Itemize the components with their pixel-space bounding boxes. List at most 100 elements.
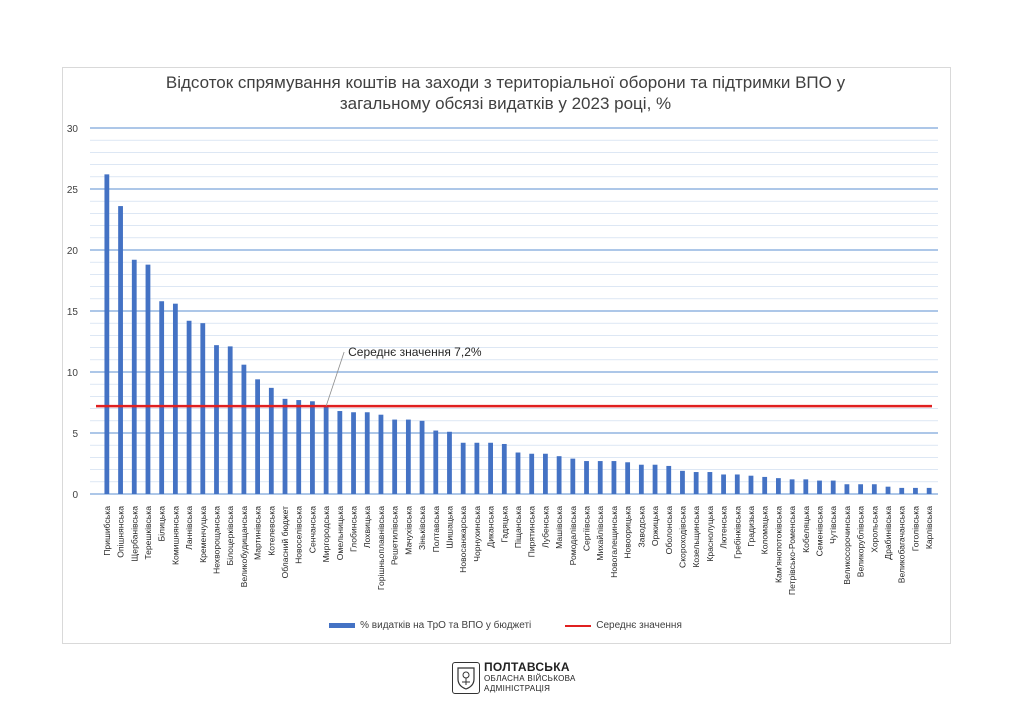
x-tick-label: Заводська	[636, 506, 646, 548]
legend-swatch-bars	[329, 623, 356, 628]
bar	[405, 419, 411, 494]
x-tick-label: Кременчуцька	[198, 506, 208, 563]
bar	[172, 303, 178, 494]
x-tick-label: Гадяцька	[499, 506, 509, 543]
x-tick-label: Гребінківська	[732, 506, 742, 559]
bar	[474, 442, 480, 494]
bar	[460, 442, 466, 494]
bar	[310, 401, 315, 494]
x-tick-label: Великобагачанська	[897, 506, 907, 583]
bar	[364, 412, 370, 494]
y-tick-label: 5	[72, 429, 78, 440]
bar	[227, 346, 233, 494]
poltava-administration-logo: ПОЛТАВСЬКА ОБЛАСНА ВІЙСЬКОВА АДМІНІСТРАЦ…	[452, 661, 576, 694]
bar	[803, 479, 809, 494]
legend-label-bars: % видатків на ТрО та ВПО у бюджеті	[360, 620, 532, 631]
x-tick-label: Чорнухинська	[472, 506, 482, 562]
legend-item-bars: % видатків на ТрО та ВПО у бюджеті	[329, 620, 531, 631]
legend-label-average: Середнє значення	[596, 620, 682, 631]
chart-legend: % видатків на ТрО та ВПО у бюджеті Серед…	[62, 620, 949, 631]
annotation-leader	[325, 351, 345, 407]
x-tick-label: Новогалещинська	[609, 506, 619, 578]
x-tick-label: Пирятинська	[527, 506, 537, 558]
bar	[145, 264, 151, 494]
x-tick-label: Машівська	[554, 506, 564, 549]
x-tick-label: Мачухівська	[403, 506, 413, 555]
bar	[392, 419, 398, 494]
logo-main-text: ПОЛТАВСЬКА	[484, 660, 570, 674]
bar	[693, 472, 699, 494]
x-tick-label: Опішнянська	[116, 506, 126, 558]
legend-item-average: Середнє значення	[565, 620, 682, 631]
bar	[488, 442, 493, 494]
bar	[255, 379, 261, 494]
coat-of-arms-icon	[452, 661, 480, 694]
bar	[721, 474, 726, 494]
bar	[104, 174, 110, 495]
bar	[680, 470, 685, 494]
bar	[323, 406, 329, 494]
bar	[871, 484, 877, 494]
y-tick-label: 30	[67, 124, 79, 135]
x-tick-label: Гоголівська	[910, 506, 920, 552]
chart-title-line-2: загальному обсязі видатків у 2023 році, …	[339, 94, 672, 113]
bar	[748, 475, 754, 494]
logo-sub-text-1: ОБЛАСНА ВІЙСЬКОВА	[484, 674, 576, 683]
x-tick-label: Краснолуцька	[705, 506, 715, 562]
bar	[118, 206, 123, 494]
x-tick-label: Пришибська	[102, 506, 112, 556]
bar	[611, 461, 617, 494]
x-tick-label: Лубенська	[540, 506, 550, 548]
average-annotation: Середнє значення 7,2%	[348, 345, 482, 359]
x-tick-label: Петрівсько-Роменська	[787, 506, 797, 595]
x-tick-label: Горішньоплавнівська	[376, 506, 386, 590]
bar	[899, 487, 905, 494]
bar	[570, 458, 576, 494]
bar	[885, 486, 891, 494]
x-tick-label: Обласний бюджет	[280, 506, 290, 578]
x-tick-label: Великобудищанська	[239, 506, 249, 588]
x-tick-label: Семенівська	[815, 506, 825, 557]
bar	[131, 259, 137, 494]
bar	[515, 452, 521, 494]
bar	[501, 443, 507, 494]
x-tick-label: Лохвицька	[362, 506, 372, 548]
chart-title: Відсоток спрямування коштів на заходи з …	[62, 72, 949, 114]
x-tick-label: Оболонська	[664, 506, 674, 555]
x-tick-label: Новоселівська	[294, 506, 304, 564]
bar	[830, 480, 836, 494]
x-tick-label: Карлівська	[924, 506, 934, 549]
y-tick-label: 20	[67, 246, 79, 257]
x-tick-label: Новоорицька	[623, 506, 633, 559]
bar	[775, 478, 781, 494]
x-tick-label: Шишацька	[444, 506, 454, 549]
x-tick-label: Сергіївська	[582, 506, 592, 551]
x-tick-label: Нехворощанська	[211, 506, 221, 574]
bar	[419, 420, 425, 494]
bar	[529, 453, 535, 494]
bar	[707, 472, 713, 494]
x-tick-label: Полтавська	[431, 506, 441, 553]
x-tick-label: Мартинівська	[253, 506, 263, 560]
x-tick-label: Оржицька	[650, 506, 660, 546]
x-tick-label: Драбинівська	[883, 506, 893, 560]
x-tick-label: Білоцерківська	[225, 506, 235, 566]
y-tick-label: 0	[72, 490, 78, 501]
x-tick-label: Омельницька	[335, 506, 345, 560]
x-tick-label: Коломацька	[760, 506, 770, 555]
bar	[734, 474, 740, 494]
x-tick-label: Великосорочинська	[842, 506, 852, 585]
x-tick-label: Зіньківська	[417, 506, 427, 550]
x-tick-label: Сенчанська	[307, 506, 317, 553]
logo-text: ПОЛТАВСЬКА ОБЛАСНА ВІЙСЬКОВА АДМІНІСТРАЦ…	[484, 661, 576, 694]
x-tick-label: Кобеляцька	[801, 506, 811, 553]
logo-sub-text-2: АДМІНІСТРАЦІЯ	[484, 684, 551, 693]
bar	[241, 364, 247, 494]
bar	[214, 345, 219, 494]
bar	[556, 456, 562, 494]
x-tick-label: Великорублівська	[856, 506, 866, 577]
x-tick-label: Котелевська	[266, 506, 276, 556]
bar	[268, 387, 274, 494]
bar	[447, 431, 452, 494]
x-tick-label: Ланнівська	[184, 506, 194, 550]
